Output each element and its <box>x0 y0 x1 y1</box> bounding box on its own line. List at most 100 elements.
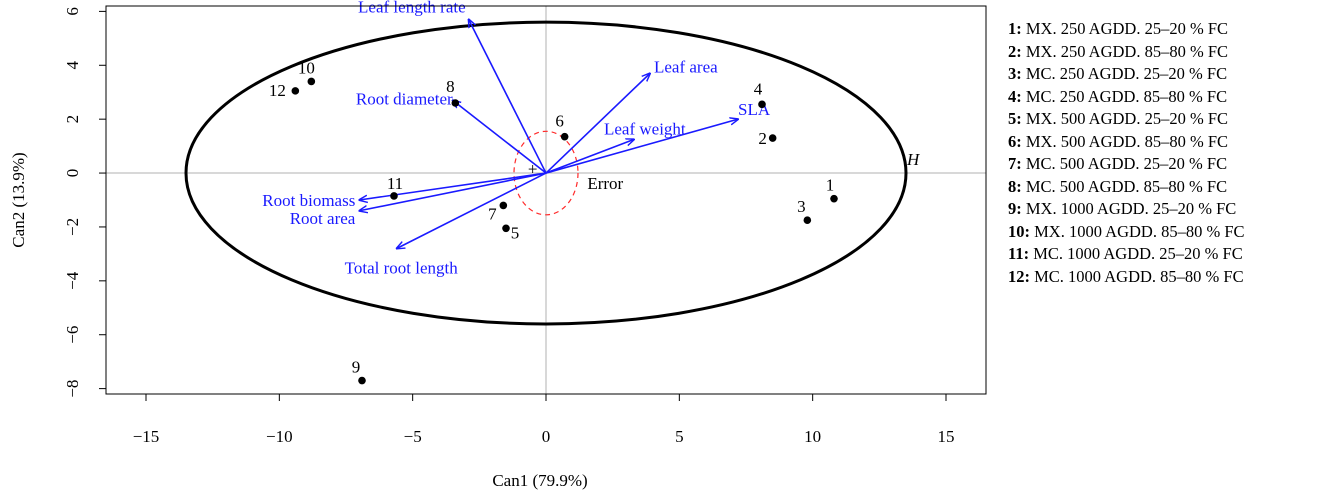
legend-text: MC. 500 AGDD. 25–20 % FC <box>1021 154 1228 173</box>
data-point-11 <box>390 192 398 200</box>
vector-label-sla: SLA <box>738 100 771 119</box>
y-tick-label: 2 <box>63 115 82 124</box>
legend-key: 2: <box>1008 41 1022 61</box>
x-tick-label: −15 <box>133 427 160 446</box>
legend-text: MX. 1000 AGDD. 25–20 % FC <box>1021 199 1237 218</box>
origin-cross: + <box>528 159 538 178</box>
vector-arrow-total-root-length <box>397 172 547 248</box>
ellipse-h <box>184 20 908 326</box>
legend-item-3: 3: MC. 250 AGDD. 25–20 % FC <box>1008 63 1245 86</box>
legend-key: 3: <box>1008 64 1022 83</box>
data-point-8 <box>451 99 460 107</box>
legend-item-2: 2: MX. 250 AGDD. 85–80 % FC <box>1008 41 1245 64</box>
data-point-label-6: 6 <box>555 112 564 131</box>
data-point-label-9: 9 <box>352 358 361 377</box>
legend-key: 12: <box>1008 266 1030 286</box>
data-point-label-1: 1 <box>826 176 835 195</box>
data-point-3 <box>803 216 812 225</box>
legend-key: 6: <box>1008 131 1022 151</box>
data-point-label-2: 2 <box>758 129 767 148</box>
legend-text: MC. 1000 AGDD. 85–80 % FC <box>1030 266 1244 286</box>
vector-arrow-root-diameter <box>453 100 547 174</box>
legend-item-1: 1: MX. 250 AGDD. 25–20 % FC <box>1008 18 1245 41</box>
data-point-label-5: 5 <box>511 223 520 242</box>
x-tick-label: 10 <box>804 427 821 446</box>
legend-item-10: 10: MX. 1000 AGDD. 85–80 % FC <box>1008 221 1245 244</box>
x-tick-label: −5 <box>404 427 422 446</box>
legend-text: MX. 250 AGDD. 85–80 % FC <box>1021 41 1229 61</box>
data-point-label-12: 12 <box>269 81 286 100</box>
legend-key: 7: <box>1008 154 1022 173</box>
x-tick-label: 5 <box>675 427 684 446</box>
data-point-5 <box>502 224 510 233</box>
y-tick-label: −6 <box>63 326 82 344</box>
legend-key: 8: <box>1008 176 1022 196</box>
y-tick-label: −4 <box>63 271 82 290</box>
y-tick-label: 6 <box>63 7 82 16</box>
legend-item-5: 5: MX. 500 AGDD. 25–20 % FC <box>1008 108 1245 131</box>
legend-item-9: 9: MX. 1000 AGDD. 25–20 % FC <box>1008 198 1245 221</box>
legend-text: MX. 500 AGDD. 85–80 % FC <box>1021 131 1229 151</box>
legend-item-4: 4: MC. 250 AGDD. 85–80 % FC <box>1008 86 1245 109</box>
x-tick-label: −10 <box>266 427 293 446</box>
data-point-label-10: 10 <box>298 58 315 77</box>
legend-text: MX. 250 AGDD. 25–20 % FC <box>1021 19 1229 38</box>
legend-key: 9: <box>1008 199 1022 218</box>
legend-text: MC. 500 AGDD. 85–80 % FC <box>1021 176 1228 196</box>
data-point-label-8: 8 <box>446 77 455 96</box>
vector-label-leaf-length-rate: Leaf length rate <box>358 0 466 16</box>
y-tick-label: −8 <box>63 380 82 398</box>
vector-arrow-leaf-area <box>545 73 650 174</box>
x-tick-label: 0 <box>542 427 551 446</box>
data-point-12 <box>291 87 300 95</box>
ellipse-error-label: Error <box>587 174 623 193</box>
legend-text: MC. 1000 AGDD. 25–20 % FC <box>1029 244 1243 263</box>
legend-key: 11: <box>1008 244 1030 263</box>
legend-key: 4: <box>1008 86 1022 106</box>
data-point-label-7: 7 <box>488 204 497 223</box>
vector-label-leaf-weight: Leaf weight <box>604 119 686 138</box>
legend-text: MX. 1000 AGDD. 85–80 % FC <box>1030 221 1245 241</box>
legend-text: MC. 250 AGDD. 85–80 % FC <box>1021 86 1228 106</box>
data-point-6 <box>560 132 569 141</box>
biplot-svg: H Error + Leaf length rate Leaf area SLA Leaf … <box>9 0 987 490</box>
ellipse-h-label: H <box>906 150 921 169</box>
vector-label-root-biomass: Root biomass <box>262 191 355 210</box>
y-tick-label: −2 <box>63 218 82 236</box>
y-tick-label: 0 <box>63 169 82 178</box>
legend-text: MX. 500 AGDD. 25–20 % FC <box>1021 109 1229 128</box>
vector-arrow-sla <box>545 119 738 174</box>
y-axis-title: Can2 (13.9%) <box>9 152 28 247</box>
x-axis-title: Can1 (79.9%) <box>492 471 587 490</box>
data-point-9 <box>358 376 366 385</box>
data-point-label-4: 4 <box>754 79 763 98</box>
data-point-4 <box>758 100 766 109</box>
legend-key: 10: <box>1008 221 1030 241</box>
vector-arrow-leaf-length-rate <box>469 19 547 174</box>
x-tick-label: 15 <box>938 427 955 446</box>
legend-item-12: 12: MC. 1000 AGDD. 85–80 % FC <box>1008 266 1245 289</box>
legend-key: 5: <box>1008 109 1022 128</box>
data-point-label-11: 11 <box>387 174 403 193</box>
legend-item-8: 8: MC. 500 AGDD. 85–80 % FC <box>1008 176 1245 199</box>
vector-arrow-leaf-weight <box>545 139 634 174</box>
ellipse-error <box>513 130 579 216</box>
vector-label-root-area: Root area <box>290 209 356 228</box>
legend-item-6: 6: MX. 500 AGDD. 85–80 % FC <box>1008 131 1245 154</box>
vector-arrow-root-area <box>359 172 547 211</box>
vector-label-root-diameter: Root diameter <box>356 89 453 108</box>
data-point-1 <box>830 194 838 203</box>
legend-item-7: 7: MC. 500 AGDD. 25–20 % FC <box>1008 153 1245 176</box>
legend: 1: MX. 250 AGDD. 25–20 % FC 2: MX. 250 AG… <box>1008 18 1245 288</box>
vector-label-leaf-area: Leaf area <box>654 57 718 76</box>
data-point-label-3: 3 <box>797 197 806 216</box>
legend-key: 1: <box>1008 19 1022 38</box>
data-point-10 <box>307 77 316 86</box>
y-tick-label: 4 <box>63 61 82 70</box>
data-point-7 <box>499 201 508 210</box>
vector-label-total-root-length: Total root length <box>345 259 459 278</box>
legend-item-11: 11: MC. 1000 AGDD. 25–20 % FC <box>1008 243 1245 266</box>
legend-text: MC. 250 AGDD. 25–20 % FC <box>1021 64 1228 83</box>
data-point-2 <box>768 134 777 142</box>
